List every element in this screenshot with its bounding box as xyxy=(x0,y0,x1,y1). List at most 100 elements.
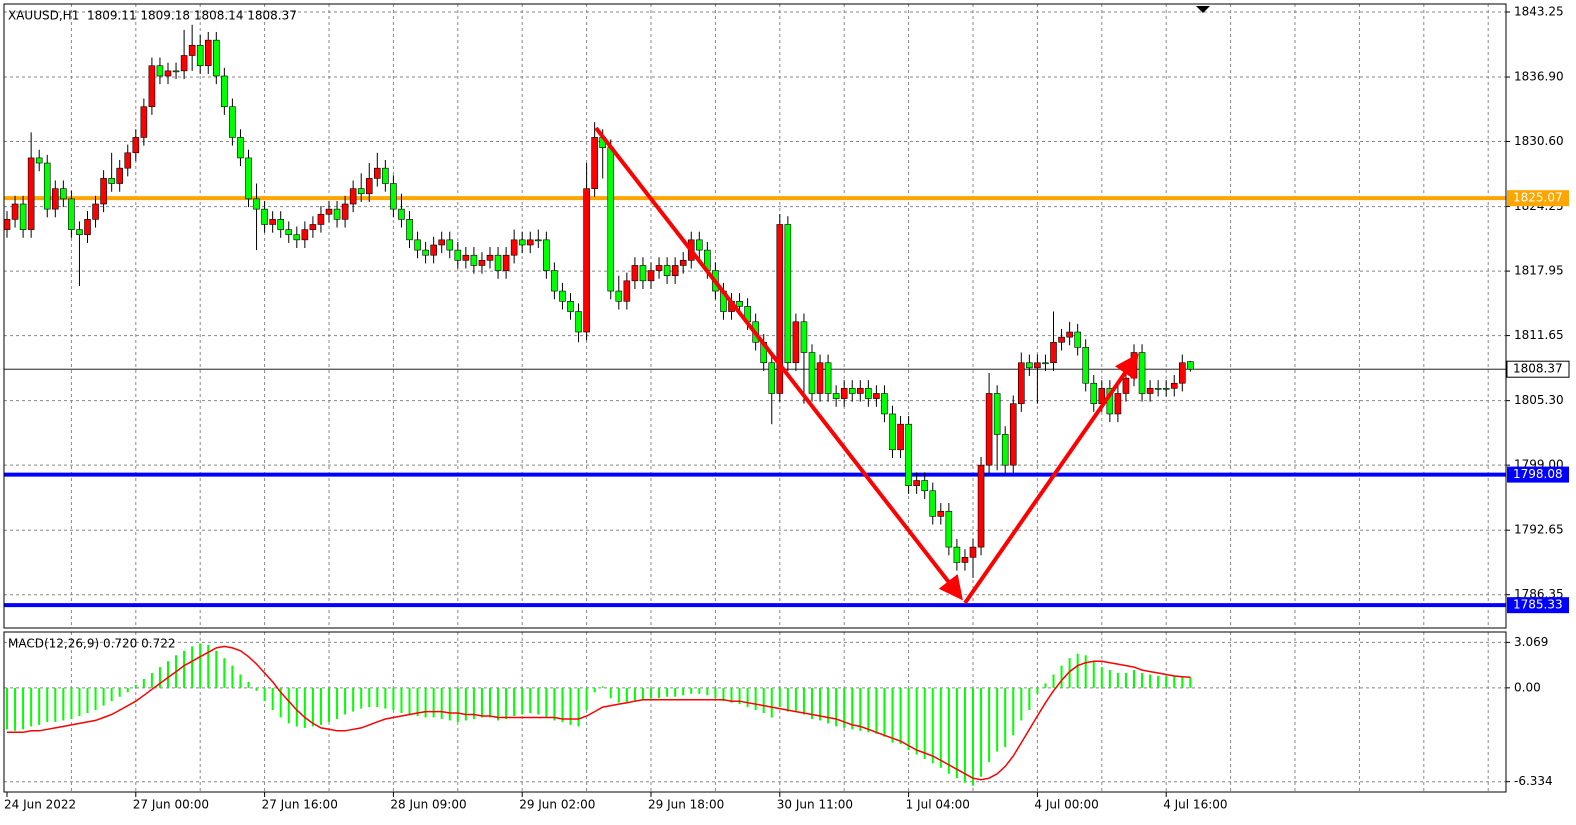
macd-bar xyxy=(875,687,878,734)
candle-body xyxy=(196,44,204,67)
candle-body xyxy=(865,388,872,399)
axis-labels: 1843.251836.901830.601824.251817.951811.… xyxy=(4,4,1570,812)
macd-bar xyxy=(980,687,983,777)
x-tick-label: 24 Jun 2022 xyxy=(4,798,76,812)
y-tick-label: 0.00 xyxy=(1514,680,1541,694)
level-label: 1825.07 xyxy=(1513,191,1563,205)
macd-bar xyxy=(271,687,274,711)
macd-bar xyxy=(1044,683,1047,688)
candle-body xyxy=(953,546,961,563)
candle-body xyxy=(897,423,904,451)
macd-bar xyxy=(295,687,298,727)
macd-bar xyxy=(46,687,49,722)
macd-bar xyxy=(706,687,709,696)
macd-bar xyxy=(1068,658,1071,688)
macd-bar xyxy=(529,687,532,714)
candle-body xyxy=(1042,362,1049,365)
candle-body xyxy=(221,75,228,108)
candle-body xyxy=(808,352,816,394)
x-tick-label: 27 Jun 00:00 xyxy=(133,798,209,812)
macd-bar xyxy=(311,687,314,727)
macd-bar xyxy=(537,687,540,715)
macd-bar xyxy=(239,674,242,688)
candle-body xyxy=(293,234,301,241)
candle-body xyxy=(824,362,832,394)
candle-body xyxy=(269,219,276,225)
macd-bar xyxy=(489,687,491,718)
macd-bar xyxy=(988,687,991,762)
shift-marker xyxy=(1196,6,1210,13)
y-tick-label: -6.334 xyxy=(1514,774,1553,788)
candle-body xyxy=(285,229,293,236)
macd-bar xyxy=(859,687,862,731)
chart-title: XAUUSD,H1 1809.11 1809.18 1808.14 1808.3… xyxy=(8,9,297,23)
x-tick-label: 1 Jul 04:00 xyxy=(906,798,970,812)
macd-bar xyxy=(344,687,347,715)
candle-body xyxy=(108,178,115,184)
candle-body xyxy=(1017,362,1025,405)
x-tick-label: 4 Jul 00:00 xyxy=(1034,798,1098,812)
candle-body xyxy=(559,290,566,302)
macd-bar xyxy=(102,687,105,706)
macd-bar xyxy=(947,687,950,774)
candle-body xyxy=(156,65,164,77)
current-price-box xyxy=(1506,360,1570,378)
macd-bar xyxy=(714,687,717,699)
y-tick-label: 1830.60 xyxy=(1514,134,1564,148)
candle-body xyxy=(92,203,99,220)
macd-bar xyxy=(223,658,226,688)
y-tick-label: 1843.25 xyxy=(1514,4,1564,18)
macd-bar xyxy=(247,681,250,688)
candle-body xyxy=(969,546,977,558)
macd-bar xyxy=(480,687,483,718)
macd-bar xyxy=(30,687,33,727)
y-tick-label: 1805.30 xyxy=(1514,393,1564,407)
macd-bar xyxy=(819,687,822,721)
candle-body xyxy=(478,260,486,266)
macd-bar xyxy=(625,687,628,703)
candle-body xyxy=(309,224,317,230)
x-tick-label: 29 Jun 02:00 xyxy=(519,798,595,812)
candle-body xyxy=(671,265,679,276)
candle-body xyxy=(317,213,325,225)
macd-bar xyxy=(62,687,65,721)
macd-bar xyxy=(263,687,266,702)
candle-body xyxy=(840,388,848,399)
macd-bar xyxy=(70,687,73,719)
candle-body xyxy=(510,239,518,256)
candle-body xyxy=(454,249,462,261)
candle-body xyxy=(663,265,671,276)
candle-body xyxy=(639,265,647,282)
macd-bar xyxy=(352,687,355,712)
candle-body xyxy=(237,137,244,159)
macd-bar xyxy=(328,687,330,722)
level-label: 1785.33 xyxy=(1513,598,1563,612)
candle-body xyxy=(164,70,172,77)
macd-bar xyxy=(191,646,194,688)
macd-bar xyxy=(1181,676,1184,688)
x-tick-label: 30 Jun 11:00 xyxy=(777,798,853,812)
candle-body xyxy=(631,265,639,282)
candle-body xyxy=(229,106,236,138)
macd-bar xyxy=(1052,674,1055,688)
candle-body xyxy=(3,219,11,230)
macd-bar xyxy=(360,687,363,709)
candle-body xyxy=(800,321,808,353)
candle-body xyxy=(140,106,148,138)
macd-bar xyxy=(585,687,588,711)
macd-bar xyxy=(633,687,636,702)
macd-bar xyxy=(754,687,757,711)
candle-body xyxy=(373,167,381,179)
candle-body xyxy=(11,203,19,220)
x-tick-label: 29 Jun 18:00 xyxy=(648,798,724,812)
macd-bar xyxy=(811,687,813,719)
macd-bar xyxy=(641,687,644,700)
candle-body xyxy=(188,44,196,56)
macd-bar xyxy=(770,687,773,718)
macd-bar xyxy=(690,687,693,694)
macd-bar xyxy=(698,687,701,694)
candle-body xyxy=(365,178,373,195)
macd-bar xyxy=(1149,674,1152,688)
macd-bar xyxy=(996,687,999,752)
macd-bar xyxy=(899,687,902,745)
